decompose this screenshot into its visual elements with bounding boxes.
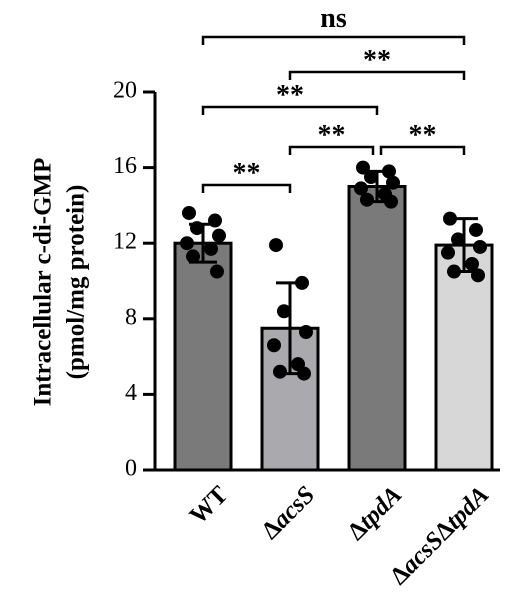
data-point: [386, 175, 400, 190]
data-point: [360, 192, 374, 207]
x-tick-label: WT: [185, 481, 234, 530]
data-point: [210, 264, 224, 279]
data-points: [180, 160, 487, 381]
y-tick-label: 20: [113, 78, 137, 104]
data-point: [180, 236, 194, 251]
data-point: [277, 304, 291, 319]
data-point: [212, 228, 226, 243]
y-tick-label: 12: [113, 229, 137, 255]
data-point: [186, 249, 200, 264]
y-tick-label: 0: [125, 456, 137, 482]
significance-brackets: ** ** ** ** ** ns: [201, 3, 466, 193]
significance-bracket: [201, 105, 379, 115]
error-bars: [189, 169, 478, 376]
significance-label: **: [233, 158, 261, 189]
significance-bracket: [288, 70, 466, 80]
x-tick-label: ΔacsS: [257, 481, 321, 545]
data-point: [204, 241, 218, 256]
data-point: [269, 238, 283, 253]
significance-label: **: [409, 120, 437, 151]
significance-bracket: [379, 145, 466, 155]
significance-bracket: [201, 183, 292, 193]
data-point: [299, 325, 313, 340]
significance-label: ns: [320, 3, 347, 34]
data-point: [354, 181, 368, 196]
y-tick-label: 8: [125, 304, 137, 330]
data-point: [267, 338, 281, 353]
data-point: [451, 232, 465, 247]
data-point: [469, 222, 483, 237]
bars: [173, 185, 494, 472]
bar: [347, 185, 407, 472]
y-axis-label: Intracellular c-di-GMP (pmol/mg protein): [30, 158, 90, 407]
significance-bracket: [288, 145, 375, 155]
data-point: [473, 239, 487, 254]
data-point: [465, 256, 479, 271]
significance-label: **: [318, 120, 346, 151]
data-point: [364, 170, 378, 185]
data-point: [273, 364, 287, 379]
y-axis-label-line: (pmol/mg protein): [63, 185, 90, 380]
significance-label: **: [363, 45, 391, 76]
bar: [173, 241, 233, 472]
significance-label: **: [276, 80, 304, 111]
y-tick-label: 4: [125, 380, 137, 406]
data-point: [182, 205, 196, 220]
y-tick-label: 16: [113, 153, 137, 179]
data-point: [441, 245, 455, 260]
x-tick-label: ΔtpdA: [343, 481, 408, 546]
y-axis-label-line: Intracellular c-di-GMP: [30, 158, 57, 407]
significance-bracket: [201, 35, 466, 45]
